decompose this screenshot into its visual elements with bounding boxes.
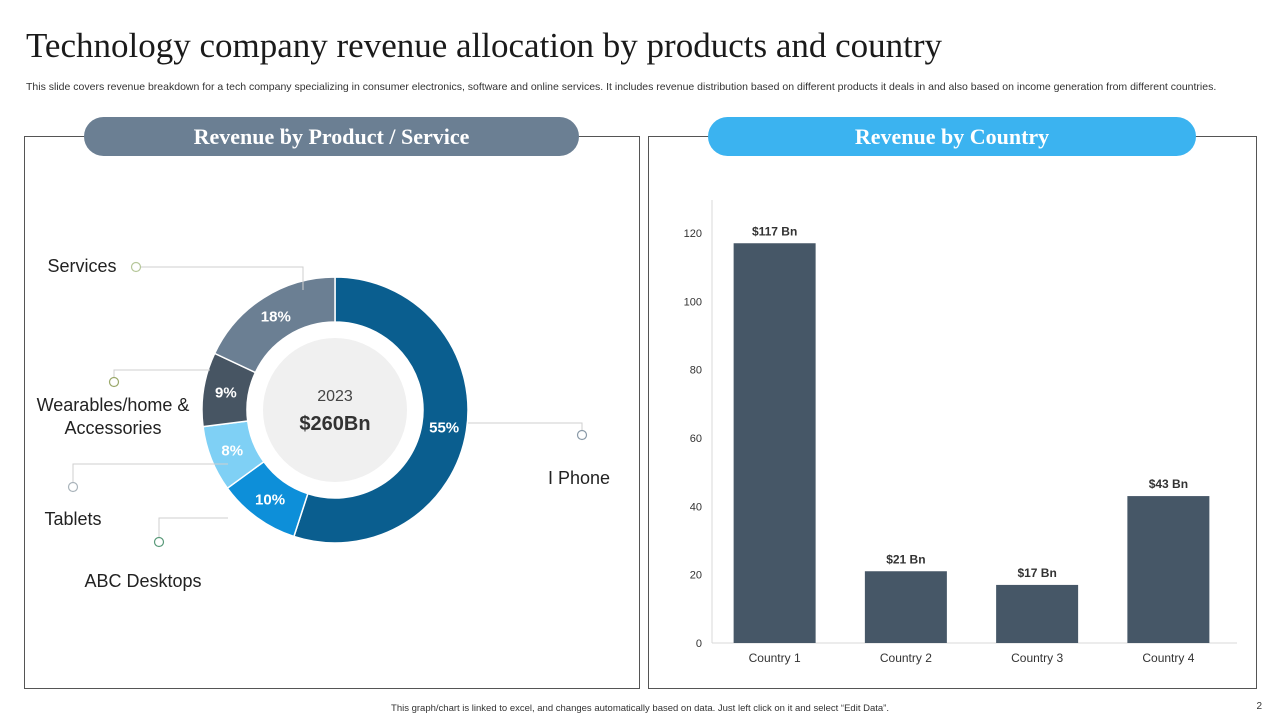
legend-label-services: Services xyxy=(47,256,116,276)
donut-pct-label: 18% xyxy=(261,309,291,326)
leader-marker xyxy=(576,429,588,441)
leader-line xyxy=(113,369,210,377)
bar-data-label: $21 Bn xyxy=(886,552,925,566)
bar-country-4 xyxy=(1127,496,1210,643)
x-category-label: Country 1 xyxy=(749,651,801,665)
bar-country-1 xyxy=(733,243,816,643)
y-tick-label: 100 xyxy=(684,296,702,308)
y-tick-label: 20 xyxy=(690,570,702,582)
leader-marker xyxy=(130,261,142,273)
page-description: This slide covers revenue breakdown for … xyxy=(26,81,1217,93)
leader-line xyxy=(468,422,583,430)
footer-note: This graph/chart is linked to excel, and… xyxy=(391,703,889,714)
x-category-label: Country 2 xyxy=(880,651,932,665)
product-revenue-heading: Revenue ḃy Product / Service xyxy=(84,117,579,156)
bar-data-label: $17 Bn xyxy=(1017,566,1056,580)
leader-line xyxy=(141,266,304,290)
legend-label-i-phone: I Phone xyxy=(548,468,610,488)
donut-center-total: $260Bn xyxy=(299,413,370,435)
donut-pct-label: 9% xyxy=(215,385,237,402)
leader-line xyxy=(158,517,228,537)
x-category-label: Country 3 xyxy=(1011,651,1063,665)
bar-country-3 xyxy=(996,584,1079,643)
leader-marker xyxy=(108,376,120,388)
donut-center-year: 2023 xyxy=(317,388,353,405)
country-revenue-heading: Revenue by Country xyxy=(708,117,1196,156)
legend-label-abc-desktops: ABC Desktops xyxy=(84,571,201,591)
page-number: 2 xyxy=(1256,701,1262,712)
legend-label-wearables-home-accessories: Wearables/home & Accessories xyxy=(37,395,190,438)
donut-slice-i-phone xyxy=(292,276,469,544)
y-tick-label: 0 xyxy=(696,638,702,650)
y-tick-label: 120 xyxy=(684,228,702,240)
donut-center-circle xyxy=(263,338,407,482)
donut-pct-label: 55% xyxy=(429,419,459,436)
donut-slice-services xyxy=(213,276,336,374)
page-title: Technology company revenue allocation by… xyxy=(26,26,943,65)
donut-pct-label: 10% xyxy=(255,491,285,508)
legend-label-tablets: Tablets xyxy=(44,509,101,529)
y-tick-label: 60 xyxy=(690,433,702,445)
bar-country-2 xyxy=(864,571,947,643)
country-bar-chart: 0 20 40 60 80 100 120 $117 Bn $21 Bn $17 Bn $43 B… xyxy=(684,200,1237,665)
bar-data-label: $43 Bn xyxy=(1149,477,1188,491)
x-category-label: Country 4 xyxy=(1142,651,1194,665)
donut-pct-label: 8% xyxy=(221,443,243,460)
leader-line xyxy=(72,463,228,482)
y-tick-label: 40 xyxy=(690,501,702,513)
y-tick-label: 80 xyxy=(690,365,702,377)
bar-data-label: $117 Bn xyxy=(752,224,797,238)
leader-marker xyxy=(153,536,165,548)
leader-marker xyxy=(67,481,79,493)
product-donut-chart: 2023 $260Bn 55% 10% 8% 9% 18% I Phone ABC Des… xyxy=(37,256,610,591)
